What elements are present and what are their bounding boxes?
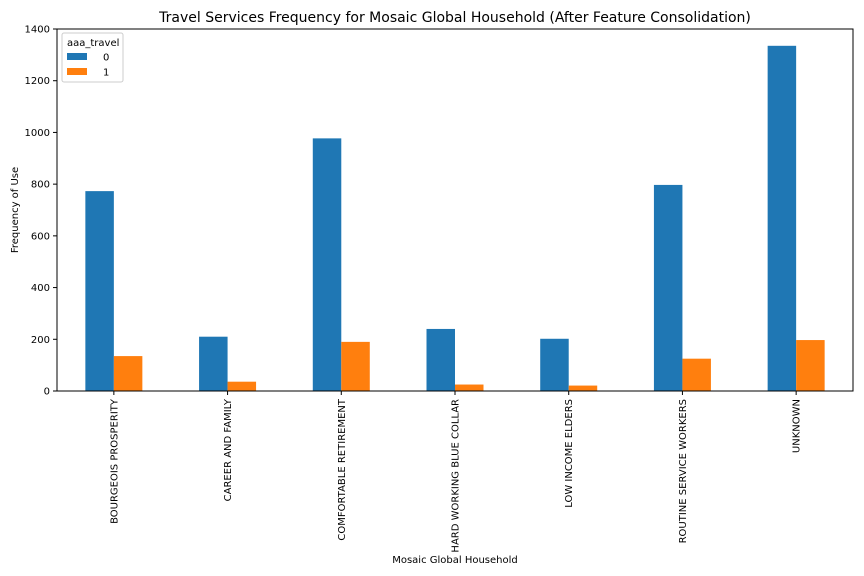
- x-tick-label: BOURGEOIS PROSPERITY: [109, 398, 120, 524]
- bar-series-0-6: [767, 45, 797, 392]
- bars-group: [85, 45, 825, 392]
- bar-series-0-2: [312, 138, 342, 391]
- bar-series-1-6: [796, 340, 825, 391]
- x-tick-label: UNKNOWN: [792, 399, 803, 453]
- y-tick-label: 1400: [25, 25, 50, 36]
- x-tick-label: HARD WORKING BLUE COLLAR: [451, 399, 462, 553]
- x-tick-label: COMFORTABLE RETIREMENT: [337, 398, 348, 540]
- bar-series-1-1: [227, 381, 257, 391]
- bar-series-1-4: [568, 385, 598, 391]
- bar-series-1-0: [113, 356, 143, 391]
- y-axis: 0 200 400 600 800 1000 1200 1400: [25, 25, 57, 398]
- bar-series-1-3: [455, 384, 484, 391]
- y-tick-label: 600: [31, 231, 50, 242]
- y-tick-label: 1000: [25, 128, 50, 139]
- legend-label-0: 0: [103, 53, 109, 64]
- legend-swatch-0: [67, 53, 87, 60]
- y-axis-label: Frequency of Use: [10, 167, 21, 253]
- legend: aaa_travel 0 1: [61, 32, 124, 83]
- bar-series-0-0: [85, 191, 114, 391]
- y-tick-label: 1200: [25, 76, 50, 87]
- y-tick-label: 800: [31, 180, 50, 191]
- bar-series-0-3: [426, 328, 455, 391]
- bar-series-1-5: [682, 358, 711, 391]
- bar-series-0-5: [653, 184, 683, 391]
- bar-series-1-2: [341, 341, 370, 391]
- bar-series-0-4: [540, 338, 569, 391]
- x-tick-label: ROUTINE SERVICE WORKERS: [678, 399, 689, 543]
- y-tick-label: 400: [31, 283, 50, 294]
- chart-title: Travel Services Frequency for Mosaic Glo…: [158, 10, 751, 26]
- legend-swatch-1: [67, 68, 87, 75]
- legend-title: aaa_travel: [67, 38, 119, 49]
- bar-series-0-1: [199, 336, 228, 391]
- x-axis-label: Mosaic Global Household: [392, 555, 518, 566]
- y-tick-label: 200: [31, 335, 50, 346]
- x-tick-label: CAREER AND FAMILY: [223, 398, 234, 501]
- legend-label-1: 1: [103, 68, 109, 79]
- x-axis: BOURGEOIS PROSPERITY CAREER AND FAMILY COM…: [109, 391, 803, 553]
- x-tick-label: LOW INCOME ELDERS: [564, 399, 575, 508]
- y-tick-label: 0: [44, 387, 50, 398]
